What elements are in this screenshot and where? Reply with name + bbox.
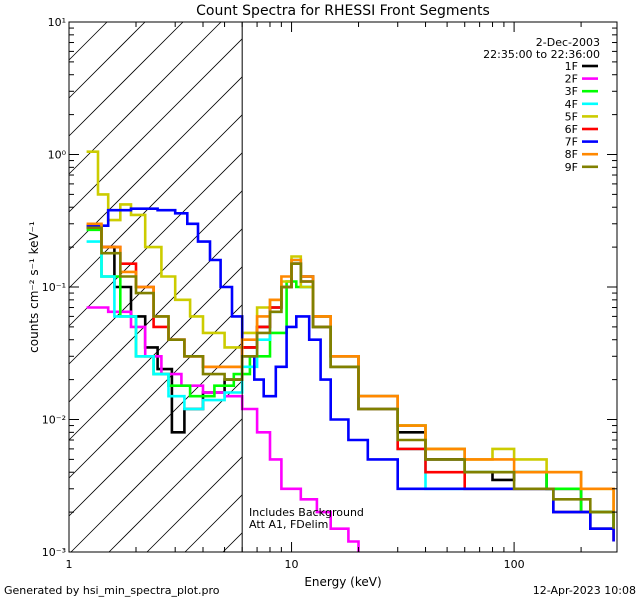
legend-label-2F: 2F xyxy=(565,73,578,86)
chart-title: Count Spectra for RHESSI Front Segments xyxy=(196,3,490,19)
footer-timestamp: 12-Apr-2023 10:08 xyxy=(533,584,636,597)
series-line-7F xyxy=(86,207,615,542)
axes: 1 10 100 10¹ 10⁰ 10⁻¹ 10⁻² 10⁻³ xyxy=(42,16,617,571)
legend-label-5F: 5F xyxy=(565,110,578,123)
series-line-4F xyxy=(86,240,614,530)
hatch-lines xyxy=(68,21,243,553)
legend-label-6F: 6F xyxy=(565,123,578,136)
series-line-9F xyxy=(86,226,615,529)
hatched-region xyxy=(68,21,243,553)
y-axis-label: counts cm⁻² s⁻¹ keV⁻¹ xyxy=(27,221,41,353)
series-line-1F xyxy=(86,226,615,529)
series-layer xyxy=(86,150,615,552)
legend-label-4F: 4F xyxy=(565,98,578,111)
x-axis-label: Energy (keV) xyxy=(304,575,381,589)
y-tick-label: 10⁻¹ xyxy=(42,281,66,294)
annotation-attenuator: Att A1, FDelim xyxy=(249,518,328,531)
y-tick-label: 10¹ xyxy=(48,16,66,29)
y-tick-label: 10⁻² xyxy=(42,414,66,427)
footer-generated-by: Generated by hsi_min_spectra_plot.pro xyxy=(4,584,220,597)
x-tick-label: 100 xyxy=(504,558,525,571)
x-tick-label: 10 xyxy=(285,558,299,571)
y-tick-label: 10⁰ xyxy=(48,149,67,162)
annotation-background: Includes Background xyxy=(249,506,364,519)
legend-label-8F: 8F xyxy=(565,148,578,161)
legend-label-1F: 1F xyxy=(565,60,578,73)
series-line-3F xyxy=(86,228,615,529)
legend-time-range: 22:35:00 to 22:36:00 xyxy=(483,48,600,61)
legend-date: 2-Dec-2003 xyxy=(536,36,600,49)
y-tick-label: 10⁻³ xyxy=(42,546,66,559)
series-line-6F xyxy=(86,224,615,542)
legend-label-3F: 3F xyxy=(565,85,578,98)
legend-label-9F: 9F xyxy=(565,161,578,174)
x-tick-label: 1 xyxy=(66,558,73,571)
legend-label-7F: 7F xyxy=(565,136,578,149)
series-line-5F xyxy=(86,150,615,513)
